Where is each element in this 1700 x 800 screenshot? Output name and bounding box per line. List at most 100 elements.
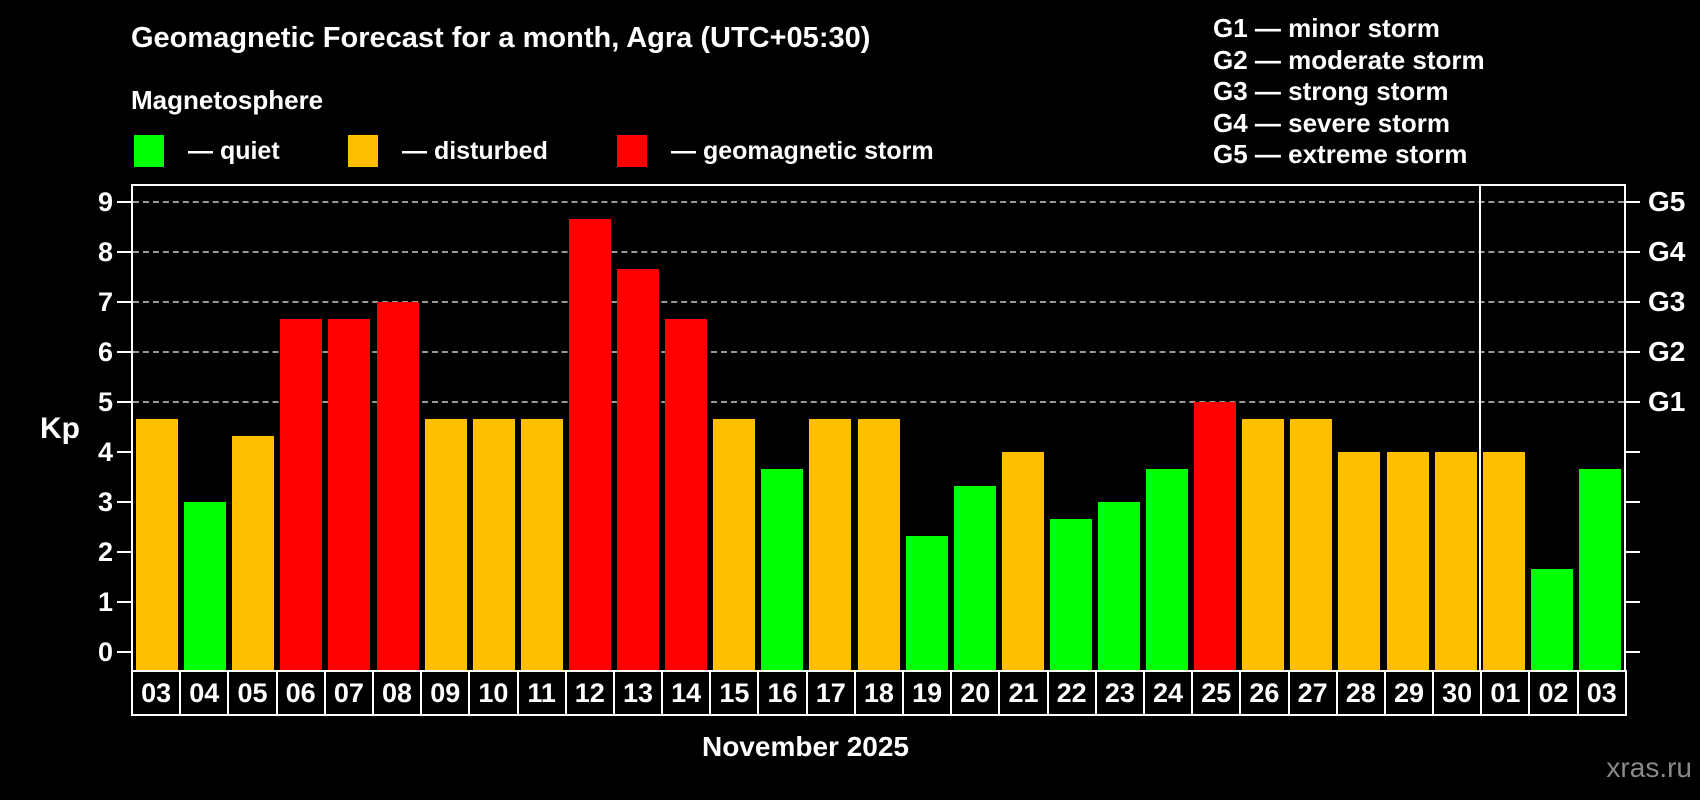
day-label-12: 12 <box>564 672 613 714</box>
day-label-07: 07 <box>323 672 372 714</box>
day-label-01-dec: 01 <box>1480 672 1528 714</box>
legend-label-quiet: — quiet <box>188 136 280 165</box>
bar-day-22 <box>1049 518 1092 670</box>
chart-subtitle: Magnetosphere <box>131 85 324 115</box>
day-label-17: 17 <box>805 672 854 714</box>
bar-day-29 <box>1386 452 1429 670</box>
kp-axis-label: Kp <box>40 412 80 445</box>
gridline-kp6 <box>133 351 1624 353</box>
bar-day-05 <box>232 435 275 670</box>
day-label-08: 08 <box>371 672 420 714</box>
day-label-20: 20 <box>950 672 998 714</box>
day-label-23: 23 <box>1094 672 1143 714</box>
kp-tick-right-4 <box>1626 451 1640 453</box>
day-label-03: 03 <box>141 677 172 708</box>
bar-day-12 <box>568 218 611 670</box>
bar-day-27 <box>1290 418 1333 670</box>
kp-tick-right-8 <box>1626 251 1640 253</box>
disturbed-color-swatch <box>348 135 378 167</box>
g4-legend-line: G4 — severe storm <box>1213 107 1451 138</box>
bar-day-15 <box>713 418 756 670</box>
legend-item-disturbed: — disturbed <box>348 135 548 167</box>
kp-tick-left-5 <box>117 401 131 403</box>
kp-tick-label-3: 3 <box>97 487 113 517</box>
bar-day-14 <box>665 318 708 670</box>
bar-day-11 <box>520 418 563 670</box>
watermark: xras.ru <box>1606 752 1692 783</box>
bar-day-06 <box>280 318 323 670</box>
day-label-24: 24 <box>1142 672 1191 714</box>
legend-label-storm: — geomagnetic storm <box>671 136 934 165</box>
day-label-19: 19 <box>902 672 950 714</box>
kp-tick-label-7: 7 <box>97 287 113 317</box>
kp-tick-left-0 <box>117 651 131 653</box>
bar-day-09 <box>424 418 467 670</box>
kp-tick-label-8: 8 <box>97 237 113 267</box>
day-label-15: 15 <box>709 672 757 714</box>
bar-day-19 <box>905 535 948 670</box>
kp-tick-left-9 <box>117 201 131 203</box>
kp-tick-right-0 <box>1626 651 1640 653</box>
bar-day-04 <box>184 502 227 670</box>
day-label-21: 21 <box>998 672 1046 714</box>
day-label-02-dec: 02 <box>1528 672 1576 714</box>
bar-day-18 <box>857 418 900 670</box>
day-label-06: 06 <box>275 672 324 714</box>
g5-legend-line: G5 — extreme storm <box>1213 139 1468 169</box>
month-separator <box>1478 184 1481 670</box>
day-label-28: 28 <box>1335 672 1384 714</box>
kp-tick-left-7 <box>117 301 131 303</box>
g-scale-legend: G1 — minor storm G2 — moderate storm G3 … <box>1213 13 1485 171</box>
storm-color-swatch <box>617 135 647 167</box>
day-label-row: 03 04 05 06 07 08 09 10 11 12 13 14 15 16 17 18 19 20 21 22… <box>131 670 1627 716</box>
kp-tick-left-6 <box>117 351 131 353</box>
kp-tick-left-1 <box>117 601 131 603</box>
legend-item-storm: — geomagnetic storm <box>617 135 934 167</box>
kp-tick-left-4 <box>117 451 131 453</box>
kp-tick-label-9: 9 <box>97 187 113 217</box>
kp-tick-right-6 <box>1626 351 1640 353</box>
kp-tick-right-2 <box>1626 551 1640 553</box>
g-level-label-g2: G2 <box>1648 336 1686 367</box>
day-label-25: 25 <box>1191 672 1239 714</box>
bar-day-26 <box>1242 418 1285 670</box>
day-label-14: 14 <box>661 672 709 714</box>
bar-day-03-dec <box>1578 468 1621 670</box>
bar-day-23 <box>1097 502 1140 670</box>
kp-tick-label-6: 6 <box>97 337 113 367</box>
bar-day-10 <box>472 418 515 670</box>
kp-tick-right-1 <box>1626 601 1640 603</box>
kp-tick-label-5: 5 <box>97 387 113 417</box>
day-label-13: 13 <box>612 672 661 714</box>
kp-tick-left-3 <box>117 501 131 503</box>
month-label: November 2025 <box>701 731 909 762</box>
day-label-11: 11 <box>516 672 565 714</box>
kp-tick-right-5 <box>1626 401 1640 403</box>
kp-tick-right-9 <box>1626 201 1640 203</box>
bar-day-01-dec <box>1482 452 1525 670</box>
g-level-label-g4: G4 <box>1648 236 1686 267</box>
day-label-27: 27 <box>1287 672 1336 714</box>
legend-label-disturbed: — disturbed <box>402 136 548 165</box>
g1-legend-line: G1 — minor storm <box>1213 13 1440 43</box>
kp-tick-left-2 <box>117 551 131 553</box>
gridline-kp7 <box>133 301 1624 303</box>
bar-day-25 <box>1194 402 1237 670</box>
kp-tick-right-3 <box>1626 501 1640 503</box>
right-axis-line <box>1624 184 1626 670</box>
g-level-label-g5: G5 <box>1648 186 1686 217</box>
day-label-10: 10 <box>468 672 516 714</box>
g3-legend-line: G3 — strong storm <box>1213 76 1449 106</box>
quiet-color-swatch <box>134 135 164 167</box>
day-label-26: 26 <box>1239 672 1287 714</box>
left-axis-line <box>131 184 133 670</box>
page-title: Geomagnetic Forecast for a month, Agra (… <box>131 22 871 54</box>
g-level-label-g3: G3 <box>1648 286 1686 317</box>
day-label-04: 04 <box>179 672 227 714</box>
kp-tick-label-0: 0 <box>97 637 113 667</box>
gridline-kp9 <box>133 201 1624 203</box>
bar-day-07 <box>328 318 371 670</box>
g-level-label-g1: G1 <box>1648 386 1686 417</box>
bar-day-03 <box>136 418 179 670</box>
